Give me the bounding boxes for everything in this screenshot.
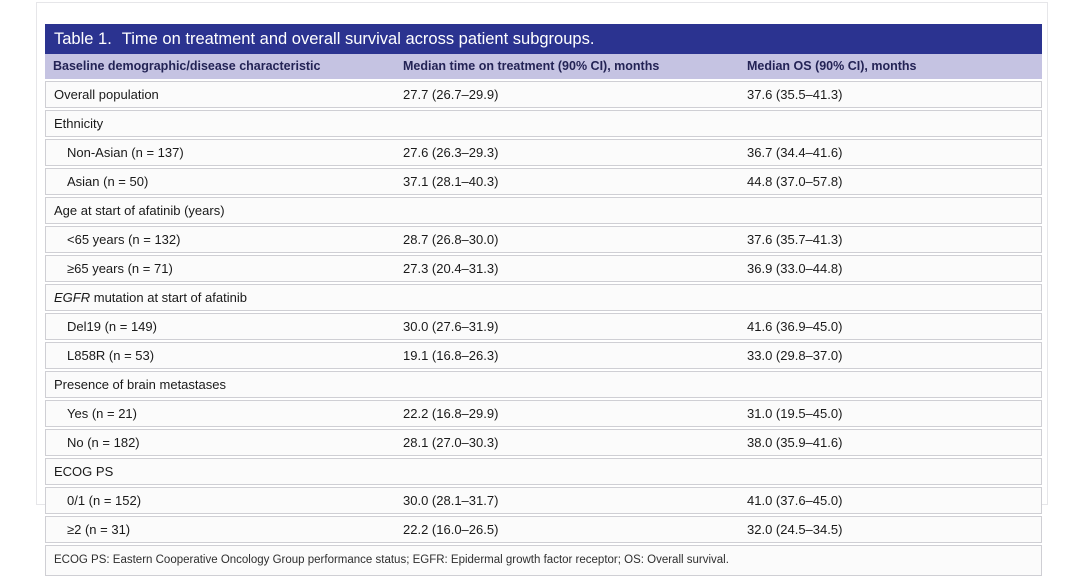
table-row: Asian (n = 50) 37.1 (28.1–40.3) 44.8 (37.0… bbox=[45, 168, 1042, 195]
cell-median-time-on-treatment: 37.1 (28.1–40.3) bbox=[395, 168, 739, 195]
cell-median-time-on-treatment bbox=[395, 110, 739, 137]
cell-characteristic: Non-Asian (n = 137) bbox=[45, 139, 395, 166]
table-row: 0/1 (n = 152) 30.0 (28.1–31.7) 41.0 (37.6–… bbox=[45, 487, 1042, 514]
header-median-time-on-treatment: Median time on treatment (90% CI), month… bbox=[395, 54, 739, 79]
cell-median-os: 31.0 (19.5–45.0) bbox=[739, 400, 1042, 427]
cell-median-os bbox=[739, 110, 1042, 137]
gene-name-italic: EGFR bbox=[54, 289, 91, 305]
section-row: Presence of brain metastases bbox=[45, 371, 1042, 398]
cell-characteristic: ≥65 years (n = 71) bbox=[45, 255, 395, 282]
cell-median-time-on-treatment: 28.7 (26.8–30.0) bbox=[395, 226, 739, 253]
cell-median-time-on-treatment: 27.7 (26.7–29.9) bbox=[395, 81, 739, 108]
table-row: No (n = 182) 28.1 (27.0–30.3) 38.0 (35.9–4… bbox=[45, 429, 1042, 456]
cell-characteristic: 0/1 (n = 152) bbox=[45, 487, 395, 514]
cell-median-os: 36.7 (34.4–41.6) bbox=[739, 139, 1042, 166]
table-row: Del19 (n = 149) 30.0 (27.6–31.9) 41.6 (36.… bbox=[45, 313, 1042, 340]
cell-characteristic: ECOG PS bbox=[45, 458, 395, 485]
cell-characteristic: Overall population bbox=[45, 81, 395, 108]
cell-median-os: 38.0 (35.9–41.6) bbox=[739, 429, 1042, 456]
cell-median-time-on-treatment bbox=[395, 371, 739, 398]
section-row: EGFR mutation at start of afatinib bbox=[45, 284, 1042, 311]
section-row: Ethnicity bbox=[45, 110, 1042, 137]
footnote-text: ECOG PS: Eastern Cooperative Oncology Gr… bbox=[45, 545, 1042, 576]
page-frame: Table 1. Time on treatment and overall su… bbox=[36, 2, 1048, 576]
cell-characteristic: Asian (n = 50) bbox=[45, 168, 395, 195]
table-row: ≥65 years (n = 71) 27.3 (20.4–31.3) 36.9 (… bbox=[45, 255, 1042, 282]
table-row: <65 years (n = 132) 28.7 (26.8–30.0) 37.6 … bbox=[45, 226, 1042, 253]
cell-median-time-on-treatment: 28.1 (27.0–30.3) bbox=[395, 429, 739, 456]
cell-characteristic: Del19 (n = 149) bbox=[45, 313, 395, 340]
cell-median-time-on-treatment bbox=[395, 458, 739, 485]
cell-median-time-on-treatment: 22.2 (16.8–29.9) bbox=[395, 400, 739, 427]
cell-median-os bbox=[739, 284, 1042, 311]
subgroups-table: Baseline demographic/disease characteris… bbox=[45, 52, 1042, 578]
cell-median-os: 37.6 (35.5–41.3) bbox=[739, 81, 1042, 108]
cell-characteristic: No (n = 182) bbox=[45, 429, 395, 456]
table-title-text: Time on treatment and overall survival a… bbox=[121, 30, 595, 48]
section-row: Age at start of afatinib (years) bbox=[45, 197, 1042, 224]
table-row: Overall population 27.7 (26.7–29.9) 37.6 (… bbox=[45, 81, 1042, 108]
header-row: Baseline demographic/disease characteris… bbox=[45, 54, 1042, 79]
cell-median-time-on-treatment bbox=[395, 197, 739, 224]
cell-median-os: 36.9 (33.0–44.8) bbox=[739, 255, 1042, 282]
table-container: Table 1. Time on treatment and overall su… bbox=[45, 24, 1042, 578]
table-title: Table 1. Time on treatment and overall su… bbox=[45, 24, 1042, 54]
table-row: Yes (n = 21) 22.2 (16.8–29.9) 31.0 (19.5–4… bbox=[45, 400, 1042, 427]
header-median-os: Median OS (90% CI), months bbox=[739, 54, 1042, 79]
cell-median-os: 37.6 (35.7–41.3) bbox=[739, 226, 1042, 253]
footnote-row: ECOG PS: Eastern Cooperative Oncology Gr… bbox=[45, 545, 1042, 576]
table-row: Non-Asian (n = 137) 27.6 (26.3–29.3) 36.7 … bbox=[45, 139, 1042, 166]
cell-median-os bbox=[739, 371, 1042, 398]
cell-median-os: 44.8 (37.0–57.8) bbox=[739, 168, 1042, 195]
table-header: Baseline demographic/disease characteris… bbox=[45, 54, 1042, 79]
cell-median-time-on-treatment: 30.0 (27.6–31.9) bbox=[395, 313, 739, 340]
table-body: Overall population 27.7 (26.7–29.9) 37.6 (… bbox=[45, 81, 1042, 543]
cell-median-time-on-treatment: 22.2 (16.0–26.5) bbox=[395, 516, 739, 543]
cell-characteristic: EGFR mutation at start of afatinib bbox=[45, 284, 395, 311]
table-row: L858R (n = 53) 19.1 (16.8–26.3) 33.0 (29.8… bbox=[45, 342, 1042, 369]
cell-median-os bbox=[739, 197, 1042, 224]
header-characteristic: Baseline demographic/disease characteris… bbox=[45, 54, 395, 79]
cell-median-os bbox=[739, 458, 1042, 485]
cell-characteristic: Yes (n = 21) bbox=[45, 400, 395, 427]
table-row: ≥2 (n = 31) 22.2 (16.0–26.5) 32.0 (24.5–34… bbox=[45, 516, 1042, 543]
cell-median-time-on-treatment: 27.6 (26.3–29.3) bbox=[395, 139, 739, 166]
cell-characteristic: L858R (n = 53) bbox=[45, 342, 395, 369]
table-footer: ECOG PS: Eastern Cooperative Oncology Gr… bbox=[45, 545, 1042, 576]
cell-median-os: 41.0 (37.6–45.0) bbox=[739, 487, 1042, 514]
table-number-label: Table 1. bbox=[54, 30, 112, 48]
cell-characteristic: Presence of brain metastases bbox=[45, 371, 395, 398]
cell-median-time-on-treatment: 30.0 (28.1–31.7) bbox=[395, 487, 739, 514]
section-row: ECOG PS bbox=[45, 458, 1042, 485]
cell-characteristic: ≥2 (n = 31) bbox=[45, 516, 395, 543]
cell-characteristic: Age at start of afatinib (years) bbox=[45, 197, 395, 224]
cell-median-time-on-treatment bbox=[395, 284, 739, 311]
cell-median-os: 33.0 (29.8–37.0) bbox=[739, 342, 1042, 369]
cell-median-time-on-treatment: 27.3 (20.4–31.3) bbox=[395, 255, 739, 282]
cell-characteristic: <65 years (n = 132) bbox=[45, 226, 395, 253]
cell-median-os: 32.0 (24.5–34.5) bbox=[739, 516, 1042, 543]
cell-median-os: 41.6 (36.9–45.0) bbox=[739, 313, 1042, 340]
cell-characteristic: Ethnicity bbox=[45, 110, 395, 137]
cell-median-time-on-treatment: 19.1 (16.8–26.3) bbox=[395, 342, 739, 369]
